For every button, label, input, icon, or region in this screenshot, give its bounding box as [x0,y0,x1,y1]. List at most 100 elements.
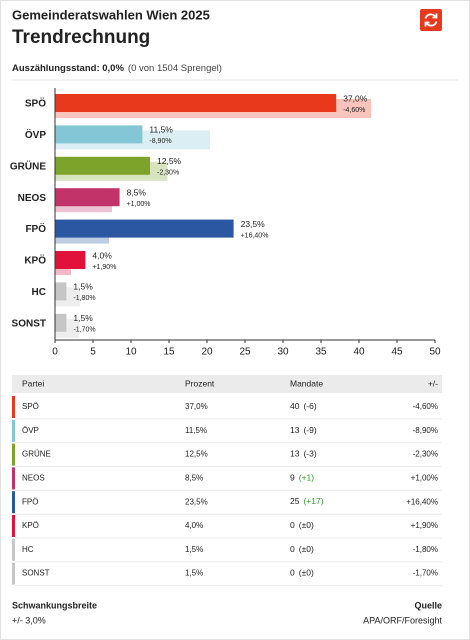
change-cell: -4,60% [413,402,438,411]
change-label: -4,60% [343,107,365,114]
seats: 25 [290,496,300,506]
party-strip [12,396,15,418]
party-cell: KPÖ [22,521,39,530]
change-cell: -1,80% [413,545,438,554]
x-tick-label: 45 [391,347,403,358]
source-label: Quelle [414,600,442,610]
seats: 0 [290,520,295,530]
party-cell: NEOS [22,474,45,483]
x-tick-label: 35 [315,347,327,358]
subtitle: Trendrechnung [12,27,150,48]
value-label: 1,5% [73,313,93,323]
category-label: SPÖ [25,97,46,110]
seats-cell: 0 (±0) [290,568,314,578]
seats: 13 [290,425,300,435]
seats-cell: 40 (-6) [290,401,317,411]
party-cell: GRÜNE [22,450,51,459]
table-header-bg [12,375,442,393]
seats: 0 [290,544,295,554]
bar [55,219,234,238]
seats-cell: 13 (-9) [290,425,317,435]
percent-cell: 23,5% [185,497,208,506]
change-label: +1,90% [92,264,116,271]
value-label: 8,5% [127,187,147,197]
table-header: Partei [22,378,44,388]
x-tick-label: 5 [90,347,96,358]
change-label: +16,40% [241,232,269,239]
seat-change: (±0) [299,544,314,554]
table-header: +/- [428,378,438,388]
bar [55,313,67,332]
party-cell: SONST [22,569,50,578]
category-label: HC [32,287,46,298]
party-strip [12,491,15,514]
x-tick-label: 15 [163,347,175,358]
seat-change: (-3) [303,449,316,459]
value-label: 1,5% [73,282,93,292]
refresh-arrows[interactable] [424,13,438,27]
seat-change: (±0) [299,520,314,530]
category-label: FPÖ [25,222,46,235]
party-strip [12,562,15,585]
seat-change: (-6) [303,401,316,411]
party-strip [12,467,15,490]
x-tick-label: 25 [239,347,251,358]
party-strip [12,443,15,466]
margin-value: +/- 3,0% [12,615,46,625]
seats: 40 [290,401,300,411]
category-label: SONST [12,318,46,329]
status: Auszählungsstand: 0,0% (0 von 1504 Spreng… [12,63,222,74]
percent-cell: 37,0% [185,402,208,411]
percent-cell: 1,5% [185,569,203,578]
change-label: -1,80% [73,295,95,302]
x-tick-label: 50 [429,347,441,358]
value-label: 37,0% [343,93,368,103]
title: Gemeinderatswahlen Wien 2025 [12,7,210,22]
seats-cell: 13 (-3) [290,449,317,459]
seat-change: (±0) [299,568,314,578]
seats-cell: 25 (+17) [290,496,324,506]
bar [55,282,67,301]
change-cell: -2,30% [413,450,438,459]
seats-cell: 0 (±0) [290,520,314,530]
category-label: ÖVP [25,128,46,141]
party-strip [12,515,15,537]
bar [55,94,337,112]
refresh-icon[interactable] [424,13,438,27]
x-tick-label: 30 [277,347,289,358]
x-tick-label: 10 [125,347,137,358]
party-strip [12,538,15,561]
change-label: -8,90% [149,138,171,145]
change-cell: +16,40% [406,497,438,506]
value-label: 23,5% [241,219,266,229]
refresh-bg[interactable] [420,9,442,31]
party-cell: ÖVP [22,426,39,435]
seat-change: (-9) [303,425,316,435]
seats: 9 [290,473,295,483]
percent-cell: 12,5% [185,450,208,459]
value-label: 4,0% [92,250,112,260]
seats-cell: 0 (±0) [290,544,314,554]
bar [55,188,120,207]
party-cell: HC [22,545,34,554]
party-cell: SPÖ [22,402,39,411]
seats-cell: 9 (+1) [290,473,314,483]
table-header: Mandate [290,378,323,388]
change-cell: +1,00% [411,474,438,483]
change-cell: -1,70% [413,569,438,578]
change-cell: -8,90% [413,426,438,435]
percent-cell: 11,5% [185,426,207,435]
bar [55,156,150,175]
source-value: APA/ORF/Foresight [363,615,442,625]
change-cell: +1,90% [411,521,438,530]
category-label: GRÜNE [10,159,46,172]
party-strip [12,419,15,442]
change-label: -1,70% [73,327,95,334]
category-label: KPÖ [24,254,46,267]
change-label: +1,00% [127,201,151,208]
value-label: 11,5% [149,125,173,135]
change-label: -2,30% [157,170,179,177]
refresh-button[interactable] [420,9,442,31]
value-label: 12,5% [157,156,182,166]
